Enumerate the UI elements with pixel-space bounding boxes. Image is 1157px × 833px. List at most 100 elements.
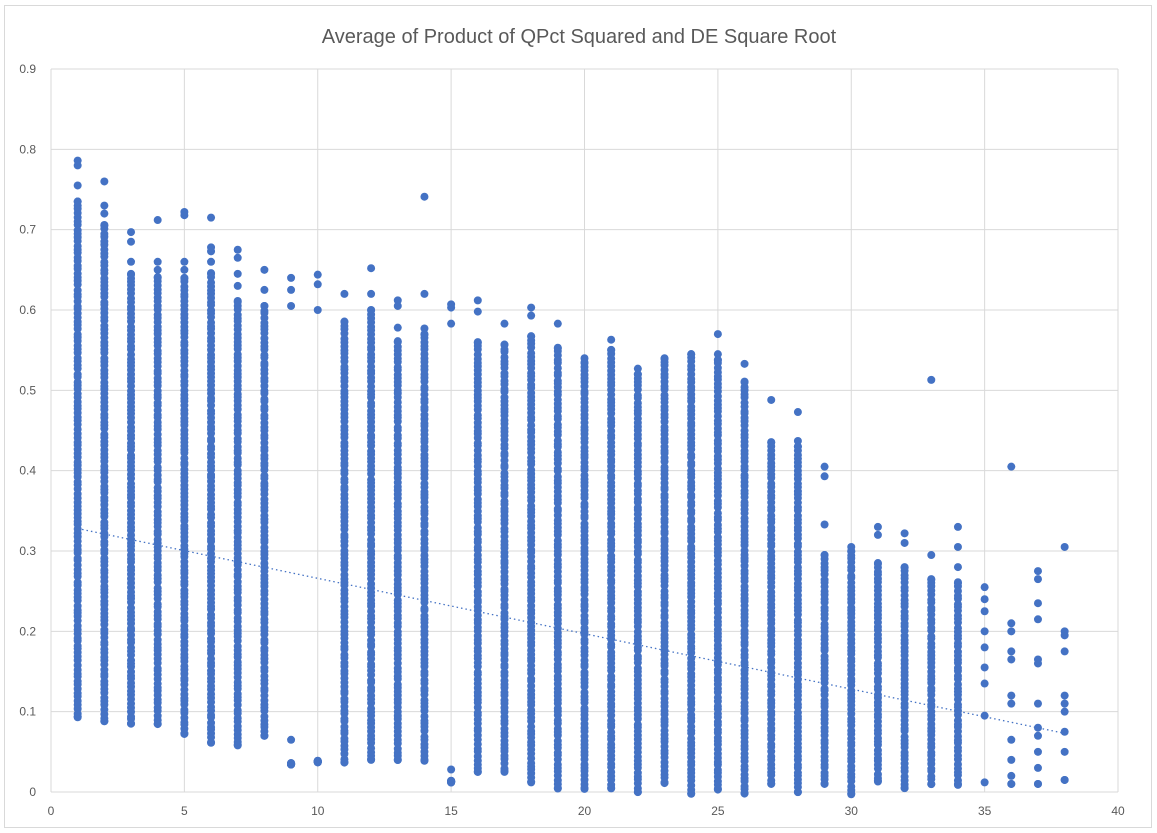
data-point <box>1007 627 1016 636</box>
data-point <box>660 354 669 363</box>
data-point <box>207 269 216 278</box>
data-point <box>393 417 402 426</box>
data-point <box>1033 731 1042 740</box>
data-point <box>607 409 616 418</box>
data-point <box>260 285 269 294</box>
data-point <box>687 517 696 526</box>
data-point <box>980 627 989 636</box>
data-point <box>207 713 216 722</box>
data-point <box>153 265 162 274</box>
data-point <box>73 161 82 170</box>
data-point <box>793 788 802 796</box>
data-point <box>927 575 936 584</box>
data-point <box>447 777 456 786</box>
data-point <box>580 590 589 599</box>
data-point <box>180 265 189 274</box>
data-point <box>767 473 776 482</box>
data-point <box>1007 619 1016 628</box>
data-point <box>1033 575 1042 584</box>
data-point <box>393 755 402 764</box>
data-point <box>553 783 562 792</box>
data-point <box>900 783 909 792</box>
data-point <box>740 641 749 650</box>
data-point <box>500 387 509 396</box>
data-point <box>500 319 509 328</box>
data-point <box>793 436 802 445</box>
data-point <box>420 606 429 615</box>
data-point <box>1060 775 1069 784</box>
data-point <box>127 257 136 266</box>
data-point <box>1007 462 1016 471</box>
data-point <box>1033 779 1042 788</box>
data-point <box>260 731 269 740</box>
data-point <box>687 397 696 406</box>
data-point <box>473 296 482 305</box>
data-point <box>527 303 536 312</box>
data-point <box>580 662 589 671</box>
data-point <box>153 578 162 587</box>
data-point <box>953 522 962 531</box>
data-point <box>420 192 429 201</box>
x-tick-label: 30 <box>845 804 859 818</box>
data-point <box>127 598 136 607</box>
data-point <box>740 789 749 798</box>
data-point <box>820 646 829 655</box>
data-point <box>127 237 136 246</box>
data-point <box>953 542 962 551</box>
y-tick-label: 0 <box>29 785 36 799</box>
data-point <box>580 606 589 615</box>
data-point <box>287 735 296 744</box>
data-point <box>447 319 456 328</box>
data-point <box>900 726 909 735</box>
data-point <box>1033 723 1042 732</box>
data-point <box>580 698 589 707</box>
data-point <box>500 347 509 356</box>
data-point <box>260 465 269 474</box>
data-point <box>233 253 242 262</box>
data-point <box>1060 647 1069 656</box>
data-point <box>153 257 162 266</box>
y-tick-label: 0.1 <box>19 705 36 719</box>
data-point <box>73 181 82 190</box>
data-point <box>473 662 482 671</box>
data-point <box>1060 691 1069 700</box>
data-point <box>153 216 162 225</box>
data-point <box>473 338 482 347</box>
tick-labels: 0 0.1 0.2 0.3 0.4 0.5 0.6 0.7 0.8 0.9 0 5 10 15 20 25 30… <box>19 62 1125 818</box>
data-point <box>100 348 109 357</box>
x-tick-label: 5 <box>181 804 188 818</box>
data-point <box>233 297 242 306</box>
data-point <box>500 363 509 372</box>
data-point <box>180 257 189 266</box>
chart-area: Average of Product of QPct Squared and D… <box>4 5 1152 828</box>
data-point <box>500 491 509 500</box>
data-point <box>607 666 616 675</box>
data-point <box>660 457 669 466</box>
data-point <box>100 252 109 261</box>
data-point <box>927 551 936 560</box>
data-point <box>100 209 109 218</box>
data-point <box>233 245 242 254</box>
data-point <box>633 385 642 394</box>
data-point <box>900 563 909 572</box>
data-point <box>767 438 776 447</box>
data-point <box>873 522 882 531</box>
data-point <box>553 415 562 424</box>
data-point <box>180 273 189 282</box>
x-tick-label: 15 <box>444 804 458 818</box>
data-point <box>607 346 616 355</box>
data-point <box>287 301 296 310</box>
data-point <box>393 323 402 332</box>
data-point <box>633 646 642 655</box>
data-point <box>580 493 589 502</box>
data-point <box>820 690 829 699</box>
data-point <box>847 789 856 798</box>
data-point <box>207 247 216 256</box>
data-point <box>73 220 82 229</box>
data-point <box>873 777 882 786</box>
data-point <box>527 311 536 320</box>
data-point <box>660 385 669 394</box>
data-point <box>180 580 189 589</box>
data-point <box>553 430 562 439</box>
data-point <box>500 340 509 349</box>
